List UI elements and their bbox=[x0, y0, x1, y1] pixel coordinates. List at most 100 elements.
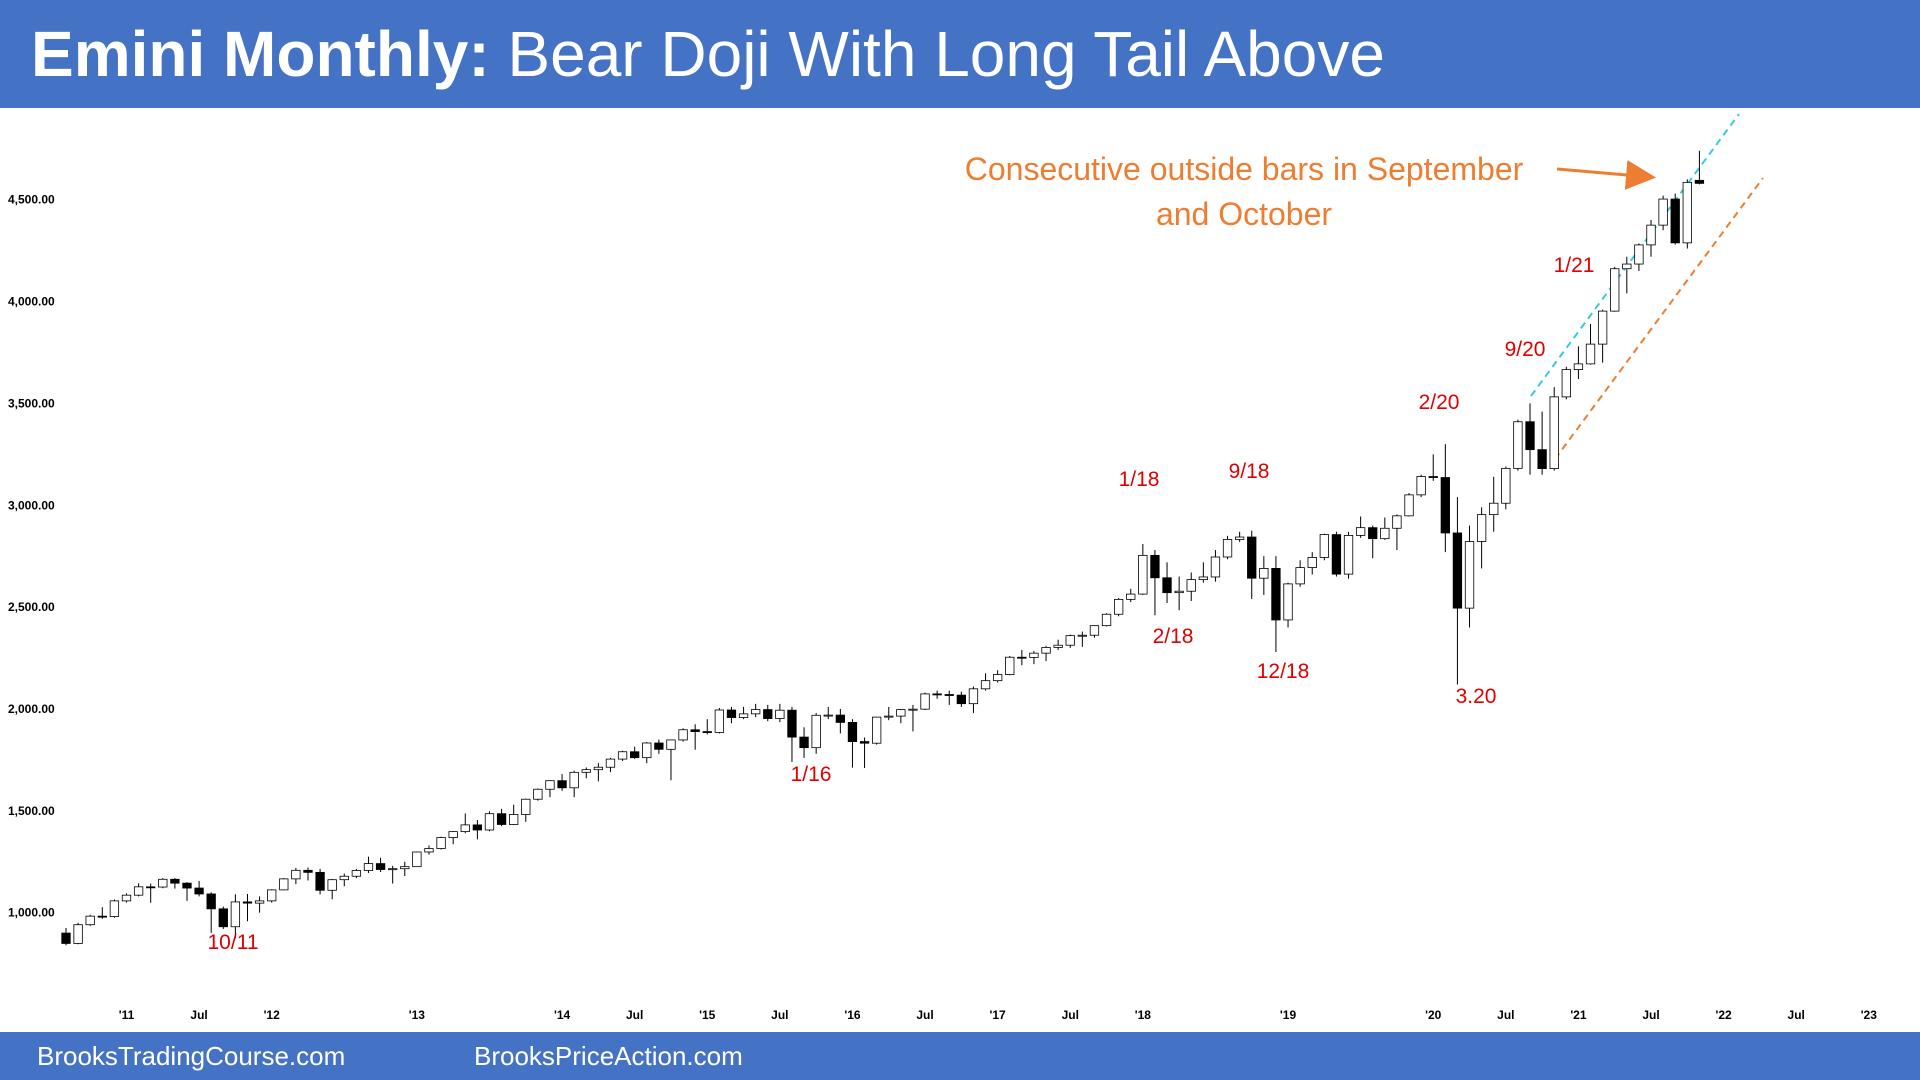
candle-body bbox=[1017, 656, 1027, 659]
candle-body bbox=[1464, 541, 1475, 609]
y-tick-label: 3,000.00 bbox=[8, 498, 55, 512]
candle-body bbox=[1452, 532, 1463, 609]
candle-body bbox=[85, 915, 95, 926]
candle-body bbox=[1065, 635, 1075, 646]
candle-body bbox=[666, 739, 676, 750]
footer: BrooksTradingCourse.com BrooksPriceAction… bbox=[0, 1032, 1920, 1080]
x-tick-label: '23 bbox=[1861, 1008, 1878, 1022]
candle-body bbox=[146, 886, 156, 889]
chart-title: Emini Monthly: bbox=[31, 18, 490, 90]
candle-body bbox=[968, 688, 979, 705]
annotation: 9/18 bbox=[1229, 460, 1270, 483]
x-tick-label: Jul bbox=[626, 1008, 643, 1022]
candle-body bbox=[412, 851, 422, 868]
candle-body bbox=[1113, 598, 1124, 615]
candle-body bbox=[581, 769, 591, 773]
annotation: 2/18 bbox=[1153, 625, 1194, 648]
y-tick-label: 4,500.00 bbox=[8, 193, 55, 207]
x-tick-label: Jul bbox=[1642, 1008, 1659, 1022]
candle-body bbox=[533, 788, 543, 800]
x-tick-label: '13 bbox=[409, 1008, 426, 1022]
candle-body bbox=[1501, 467, 1511, 504]
candle-body bbox=[351, 870, 362, 877]
candle-body bbox=[496, 813, 507, 825]
annotation: 9/20 bbox=[1505, 338, 1546, 361]
chart: 1,000.00 1,500.00 2,000.00 2,500.00 3,000.00… bbox=[8, 113, 1878, 1022]
candle-body bbox=[847, 722, 858, 742]
candle-body bbox=[908, 708, 918, 711]
x-tick-label: '22 bbox=[1716, 1008, 1733, 1022]
candle-body bbox=[1404, 494, 1414, 517]
candle-body bbox=[859, 741, 870, 744]
candle-body bbox=[1585, 343, 1596, 365]
candle-body bbox=[1162, 577, 1172, 594]
x-tick-label: '16 bbox=[844, 1008, 861, 1022]
candle-body bbox=[97, 915, 107, 918]
candle-body bbox=[1138, 554, 1148, 595]
x-tick-label: Jul bbox=[190, 1008, 207, 1022]
candle-body bbox=[1101, 613, 1112, 627]
x-tick-label: Jul bbox=[1497, 1008, 1514, 1022]
candle-body bbox=[545, 780, 555, 790]
header: Emini Monthly: Bear Doji With Long Tail … bbox=[0, 0, 1920, 108]
candle-body bbox=[291, 869, 301, 880]
candle-body bbox=[1331, 534, 1342, 575]
candle-body bbox=[448, 831, 458, 838]
annotation: 3.20 bbox=[1456, 685, 1497, 708]
candle-body bbox=[1682, 181, 1692, 244]
candle-body bbox=[714, 709, 725, 733]
candle-body bbox=[339, 875, 349, 881]
candle-body bbox=[521, 798, 531, 815]
candle-body bbox=[1283, 583, 1293, 621]
candle-body bbox=[267, 889, 277, 902]
candle-body bbox=[605, 758, 616, 768]
annotation: 12/18 bbox=[1257, 660, 1310, 683]
candle-body bbox=[1186, 579, 1196, 592]
candle-body bbox=[1343, 535, 1354, 575]
chart-subtitle: Bear Doji With Long Tail Above bbox=[507, 18, 1385, 90]
candle-body bbox=[327, 879, 337, 891]
annotation: 1/18 bbox=[1119, 468, 1160, 491]
candle-body bbox=[726, 709, 737, 718]
footer-text: BrooksPriceAction.com bbox=[474, 1041, 743, 1071]
candle-body bbox=[1489, 502, 1499, 516]
candle-body bbox=[1247, 536, 1257, 579]
candle-body bbox=[1210, 556, 1221, 578]
candle-body bbox=[811, 714, 821, 749]
candle-body bbox=[1476, 514, 1487, 542]
candle-body bbox=[1029, 652, 1039, 658]
candle-body bbox=[460, 824, 470, 833]
candle-body bbox=[1089, 625, 1100, 636]
candle-body bbox=[690, 729, 700, 732]
candle-body bbox=[1440, 477, 1450, 534]
candle-body bbox=[763, 709, 773, 719]
candle-body bbox=[799, 736, 809, 749]
x-tick-label: '20 bbox=[1425, 1008, 1442, 1022]
candle-body bbox=[738, 713, 749, 718]
x-tick-label: Jul bbox=[1788, 1008, 1805, 1022]
candle-body bbox=[1077, 634, 1087, 637]
y-tick-label: 3,500.00 bbox=[8, 396, 55, 410]
candle-body bbox=[1525, 421, 1535, 451]
candle-body bbox=[1380, 527, 1390, 540]
candle-body bbox=[1537, 449, 1547, 469]
candle-body bbox=[1634, 244, 1644, 265]
candle-body bbox=[1271, 568, 1281, 621]
candle-body bbox=[388, 868, 398, 871]
candle-body bbox=[1222, 539, 1233, 558]
candle-body bbox=[242, 901, 253, 904]
candle-body bbox=[823, 714, 833, 717]
candle-body bbox=[980, 680, 991, 690]
candle-body bbox=[1622, 263, 1632, 270]
candle-body bbox=[254, 900, 265, 904]
candle-body bbox=[956, 694, 966, 705]
candle-body bbox=[617, 751, 628, 760]
candle-body bbox=[751, 709, 761, 715]
candle-body bbox=[1319, 534, 1329, 558]
candle-body bbox=[1610, 268, 1620, 312]
x-tick-label: Jul bbox=[916, 1008, 933, 1022]
candle-body bbox=[1053, 644, 1063, 648]
candle-body bbox=[775, 709, 785, 719]
candle-body bbox=[279, 878, 289, 891]
